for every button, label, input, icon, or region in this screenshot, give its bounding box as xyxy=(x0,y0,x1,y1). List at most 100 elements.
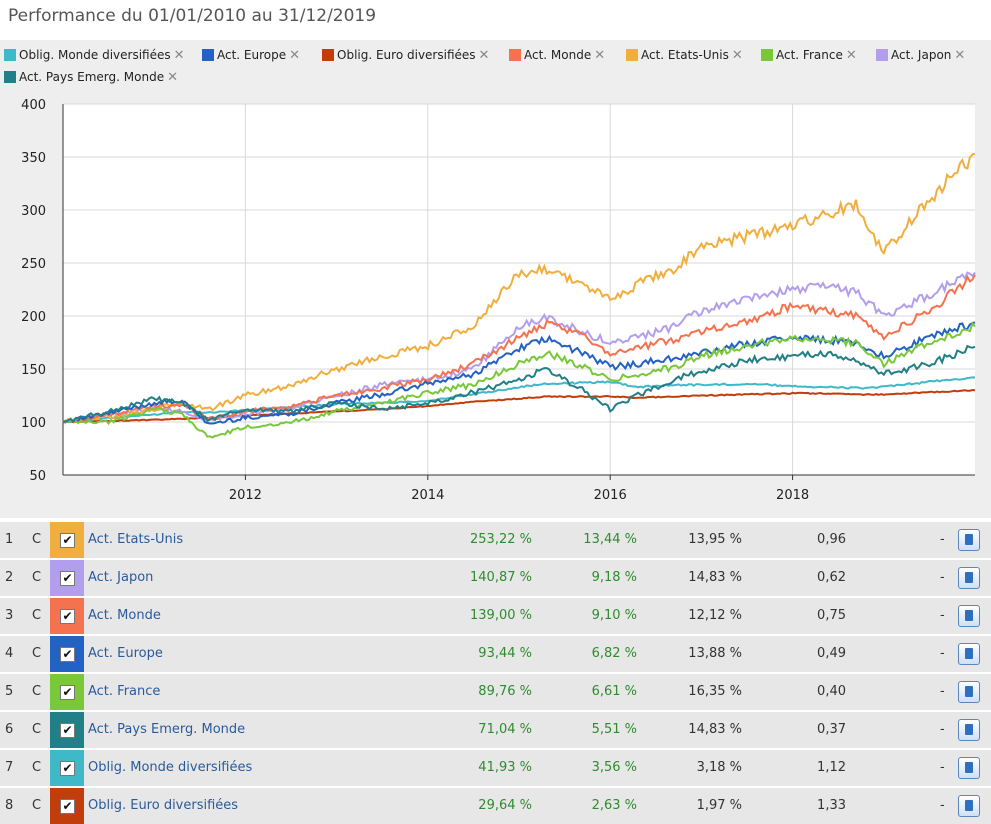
fund-action-button[interactable] xyxy=(958,605,980,627)
empty-value: - xyxy=(940,760,945,775)
legend-swatch xyxy=(761,49,773,61)
fund-name-link[interactable]: Act. Europe xyxy=(88,646,163,661)
fund-name-link[interactable]: Act. France xyxy=(88,684,161,699)
document-icon xyxy=(958,757,980,779)
series-visibility-checkbox[interactable]: ✔ xyxy=(60,571,75,586)
volatility-value: 16,35 % xyxy=(688,684,742,699)
legend-item-act-japon[interactable]: Act. Japon ✕ xyxy=(876,48,965,64)
table-row: 6 C Act. Pays Emerg. Monde 71,04 % 5,51 % 14,… xyxy=(0,710,991,748)
volatility-value: 1,97 % xyxy=(696,798,742,813)
ratio-value: 0,96 xyxy=(817,532,846,547)
series-visibility-checkbox[interactable]: ✔ xyxy=(60,723,75,738)
row-type: C xyxy=(32,532,42,547)
y-tick-label: 350 xyxy=(21,151,46,166)
legend-label: Act. Etats-Unis xyxy=(641,48,729,62)
ratio-value: 1,33 xyxy=(817,798,846,813)
fund-name-link[interactable]: Oblig. Euro diversifiées xyxy=(88,798,239,813)
volatility-value: 12,12 % xyxy=(688,608,742,623)
x-tick-label: 2014 xyxy=(411,488,444,503)
legend-item-act-france[interactable]: Act. France ✕ xyxy=(761,48,857,64)
fund-name-link[interactable]: Oblig. Monde diversifiées xyxy=(88,760,253,775)
x-tick-label: 2016 xyxy=(594,488,627,503)
document-icon xyxy=(958,643,980,665)
legend-item-oblig-monde-diversifiees[interactable]: Oblig. Monde diversifiées ✕ xyxy=(4,48,185,64)
row-rank: 3 xyxy=(5,608,14,623)
row-rank: 6 xyxy=(5,722,14,737)
fund-action-button[interactable] xyxy=(958,567,980,589)
legend-label: Act. Pays Emerg. Monde xyxy=(19,70,165,84)
document-icon xyxy=(958,795,980,817)
series-visibility-checkbox[interactable]: ✔ xyxy=(60,647,75,662)
series-line-oblig-monde-diversifiees xyxy=(62,376,976,424)
legend-item-act-europe[interactable]: Act. Europe ✕ xyxy=(202,48,300,64)
legend-swatch xyxy=(202,49,214,61)
table-row: 1 C Act. Etats-Unis 253,22 % 13,44 % 13,95 % 0… xyxy=(0,520,991,558)
row-rank: 2 xyxy=(5,570,14,585)
fund-name-link[interactable]: Act. Japon xyxy=(88,570,154,585)
performance-value: 41,93 % xyxy=(478,760,532,775)
legend-swatch xyxy=(876,49,888,61)
y-tick-label: 200 xyxy=(21,310,46,325)
annualized-value: 3,56 % xyxy=(591,760,637,775)
series-line-act-europe xyxy=(62,321,976,425)
fund-action-button[interactable] xyxy=(958,757,980,779)
series-visibility-checkbox[interactable]: ✔ xyxy=(60,685,75,700)
fund-action-button[interactable] xyxy=(958,795,980,817)
row-type: C xyxy=(32,570,42,585)
remove-series-icon[interactable]: ✕ xyxy=(167,70,178,85)
document-icon xyxy=(958,529,980,551)
legend-item-oblig-euro-diversifiees[interactable]: Oblig. Euro diversifiées ✕ xyxy=(322,48,489,64)
fund-name-link[interactable]: Act. Etats-Unis xyxy=(88,532,184,547)
fund-action-button[interactable] xyxy=(958,643,980,665)
legend-label: Oblig. Euro diversifiées xyxy=(337,48,476,62)
row-type: C xyxy=(32,646,42,661)
annualized-value: 9,18 % xyxy=(591,570,637,585)
remove-series-icon[interactable]: ✕ xyxy=(845,48,857,63)
empty-value: - xyxy=(940,646,945,661)
series-visibility-checkbox[interactable]: ✔ xyxy=(60,799,75,814)
performance-value: 140,87 % xyxy=(470,570,532,585)
remove-series-icon[interactable]: ✕ xyxy=(954,48,966,63)
series-visibility-checkbox[interactable]: ✔ xyxy=(60,533,75,548)
fund-action-button[interactable] xyxy=(958,681,980,703)
performance-value: 93,44 % xyxy=(478,646,532,661)
series-color-swatch: ✔ xyxy=(50,674,84,710)
empty-value: - xyxy=(940,798,945,813)
x-tick-label: 2018 xyxy=(776,488,809,503)
empty-value: - xyxy=(940,684,945,699)
table-row: 8 C Oblig. Euro diversifiées 29,64 % 2,63 % 1… xyxy=(0,786,991,824)
table-row: 7 C Oblig. Monde diversifiées 41,93 % 3,56 %… xyxy=(0,748,991,786)
series-visibility-checkbox[interactable]: ✔ xyxy=(60,609,75,624)
legend-item-act-etats-unis[interactable]: Act. Etats-Unis ✕ xyxy=(626,48,743,64)
fund-name-link[interactable]: Act. Pays Emerg. Monde xyxy=(88,722,246,737)
legend-item-act-monde[interactable]: Act. Monde ✕ xyxy=(509,48,605,64)
row-type: C xyxy=(32,722,42,737)
remove-series-icon[interactable]: ✕ xyxy=(731,48,743,63)
empty-value: - xyxy=(940,570,945,585)
legend-item-act-pays-emerg-monde[interactable]: Act. Pays Emerg. Monde ✕ xyxy=(4,70,178,86)
performance-chart: 50 100 150 200 250 300 350 400 2012 2014 2016 2018 xyxy=(21,98,976,503)
volatility-value: 13,88 % xyxy=(688,646,742,661)
table-row: 4 C Act. Europe 93,44 % 6,82 % 13,88 % 0,49 - ✔ xyxy=(0,634,991,672)
volatility-value: 3,18 % xyxy=(696,760,742,775)
series-line-act-pays-emerg-monde xyxy=(62,344,976,424)
volatility-value: 14,83 % xyxy=(688,722,742,737)
y-tick-label: 150 xyxy=(21,363,46,378)
performance-value: 139,00 % xyxy=(470,608,532,623)
annualized-value: 9,10 % xyxy=(591,608,637,623)
remove-series-icon[interactable]: ✕ xyxy=(478,48,490,63)
fund-name-link[interactable]: Act. Monde xyxy=(88,608,161,623)
fund-action-button[interactable] xyxy=(958,529,980,551)
plot-area xyxy=(63,104,975,475)
series-color-swatch: ✔ xyxy=(50,712,84,748)
remove-series-icon[interactable]: ✕ xyxy=(173,48,185,63)
remove-series-icon[interactable]: ✕ xyxy=(594,48,606,63)
ratio-value: 0,40 xyxy=(817,684,846,699)
series-visibility-checkbox[interactable]: ✔ xyxy=(60,761,75,776)
ratio-value: 0,49 xyxy=(817,646,846,661)
row-rank: 7 xyxy=(5,760,14,775)
fund-action-button[interactable] xyxy=(958,719,980,741)
remove-series-icon[interactable]: ✕ xyxy=(289,48,301,63)
series-line-act-etats-unis xyxy=(62,152,976,424)
series-color-swatch: ✔ xyxy=(50,788,84,824)
